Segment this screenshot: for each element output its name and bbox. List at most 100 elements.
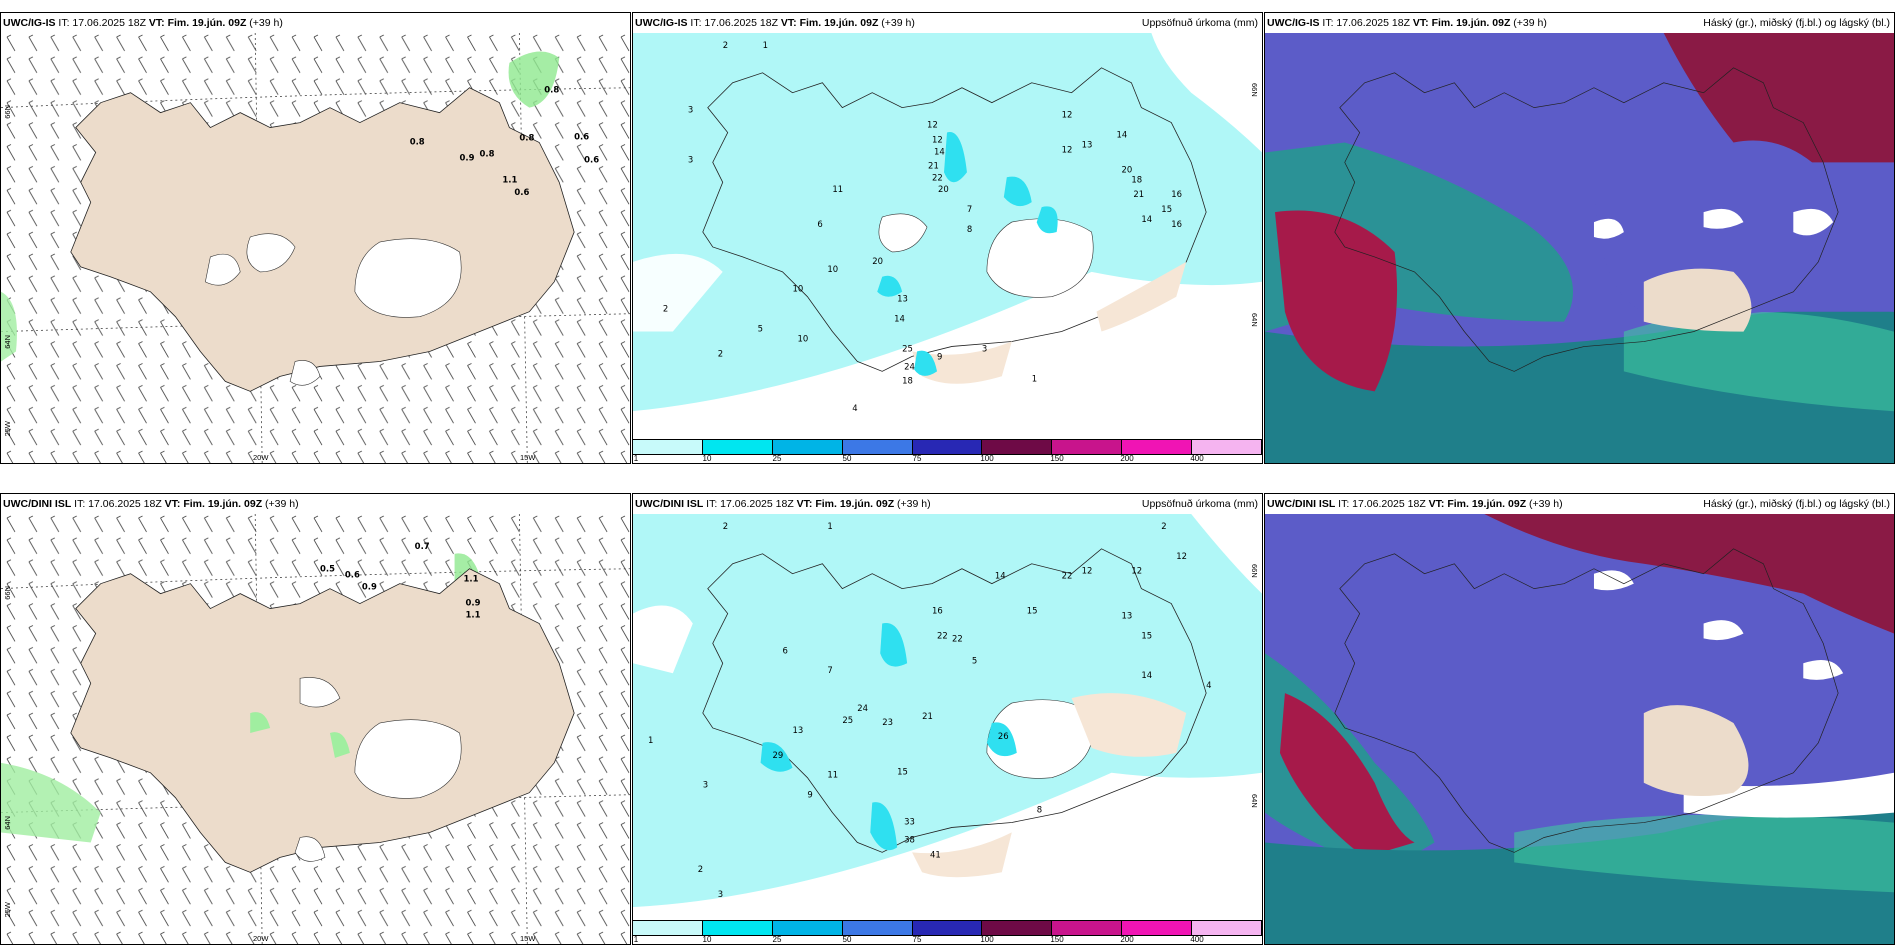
colorbar-label: 150 — [1050, 454, 1064, 463]
lon-label: 25W — [3, 421, 12, 437]
precip-map — [633, 514, 1262, 918]
val: 14 — [894, 314, 905, 324]
colorbar-swatches — [633, 920, 1262, 936]
valid-label: VT: — [1412, 17, 1429, 29]
val: 12 — [1082, 566, 1093, 576]
init-time: IT: 17.06.2025 18Z — [58, 17, 146, 29]
valid-time: Fim. 19.jún. 09Z — [1447, 498, 1527, 510]
colorbar-swatch — [702, 921, 773, 935]
val: 0.8 — [544, 85, 559, 95]
val: 38 — [904, 834, 915, 844]
val: 13 — [1082, 139, 1093, 149]
val: 1.1 — [466, 610, 481, 620]
colorbar-swatch — [1122, 921, 1193, 935]
lat-label: 64N — [3, 335, 12, 349]
val: 3 — [982, 343, 987, 353]
colorbar-label: 1 — [633, 454, 639, 463]
val: 20 — [872, 256, 883, 266]
panel-header: UWC/DINI ISL IT: 17.06.2025 18Z VT: Fim.… — [1265, 494, 1894, 514]
val: 13 — [1121, 610, 1132, 620]
field-title: Uppsöfnuð úrkoma (mm) — [1141, 498, 1258, 510]
lon-label: 15W — [520, 453, 536, 462]
panel-header: UWC/IG-IS IT: 17.06.2025 18Z VT: Fim. 19… — [1265, 13, 1894, 33]
val: 0.8 — [479, 148, 494, 158]
colorbar-swatch — [912, 921, 983, 935]
val: 15 — [1027, 606, 1038, 616]
iceland-land — [70, 568, 575, 873]
val: 9 — [937, 351, 942, 361]
val: 11 — [827, 770, 838, 780]
val: 10 — [792, 284, 803, 294]
colorbar-label: 50 — [842, 935, 852, 944]
val: 11 — [832, 184, 843, 194]
colorbar-swatch — [772, 921, 843, 935]
val: 14 — [934, 146, 945, 156]
colorbar-label: 50 — [842, 454, 852, 463]
val: 2 — [718, 348, 723, 358]
colorbar-label: 400 — [1190, 935, 1204, 944]
val: 9 — [807, 790, 812, 800]
colorbar-swatch — [772, 440, 843, 454]
lon-label: 15W — [520, 934, 536, 943]
val: 18 — [902, 375, 913, 385]
model-name: UWC/DINI ISL — [1267, 498, 1336, 510]
lead-time: (+39 h) — [249, 17, 283, 29]
val: 24 — [857, 703, 868, 713]
iceland-land — [70, 87, 575, 392]
lat-label: 64N — [3, 816, 12, 830]
lon-label: 20W — [253, 453, 269, 462]
val: 1 — [827, 521, 832, 531]
colorbar-swatch — [982, 921, 1053, 935]
colorbar-label: 200 — [1120, 935, 1134, 944]
val: 1.1 — [464, 574, 479, 584]
panel-header: UWC/DINI ISL IT: 17.06.2025 18Z VT: Fim.… — [1, 494, 630, 514]
val: 16 — [932, 606, 943, 616]
colorbar-label: 100 — [980, 454, 994, 463]
val: 0.6 — [574, 132, 589, 142]
panel-ig-cloud: UWC/IG-IS IT: 17.06.2025 18Z VT: Fim. 19… — [1264, 12, 1895, 464]
model-name: UWC/IG-IS — [1267, 17, 1320, 29]
precip-values-layer: 2 1 2 12 12 22 14 15 16 22 22 12 13 15 1… — [648, 521, 1212, 899]
wind-map — [1, 514, 630, 944]
val: 6 — [783, 645, 788, 655]
iceland-coast — [1334, 548, 1839, 853]
val: 3 — [688, 154, 693, 164]
colorbar-label: 1 — [633, 935, 639, 944]
val: 3 — [688, 105, 693, 115]
map-area: 2 1 3 2 3 10 10 11 12 12 14 21 22 20 12 … — [633, 33, 1262, 437]
val: 21 — [928, 160, 939, 170]
val: 14 — [1116, 129, 1127, 139]
val: 5 — [758, 324, 763, 334]
colorbar: 1 10 25 50 75 100 150 200 400 — [633, 918, 1262, 944]
colorbar-swatch — [1052, 440, 1123, 454]
colorbar-swatch — [842, 921, 913, 935]
val: 10 — [827, 264, 838, 274]
val: 8 — [1037, 805, 1042, 815]
colorbar-swatch — [842, 440, 913, 454]
lat-label: 64N — [1250, 313, 1259, 327]
colorbar-swatch — [1122, 440, 1193, 454]
precip-values-layer: 2 1 3 2 3 10 10 11 12 12 14 21 22 20 12 … — [663, 40, 1182, 413]
val: 22 — [937, 630, 948, 640]
val: 20 — [938, 184, 949, 194]
val: 15 — [1161, 204, 1172, 214]
lat-label: 66N — [1250, 83, 1259, 97]
colorbar-swatch — [633, 921, 703, 935]
lon-label: 20W — [253, 934, 269, 943]
val: 0.7 — [415, 541, 430, 551]
cloud-map — [1265, 514, 1894, 944]
val: 0.9 — [466, 598, 481, 608]
panel-ig-wind: UWC/IG-IS IT: 17.06.2025 18Z VT: Fim. 19… — [0, 12, 631, 464]
val: 12 — [932, 134, 943, 144]
panel-header: UWC/DINI ISL IT: 17.06.2025 18Z VT: Fim.… — [633, 494, 1262, 514]
precip-map — [633, 33, 1262, 437]
lat-label: 64N — [1250, 794, 1259, 808]
colorbar-label: 25 — [772, 454, 782, 463]
colorbar-swatch — [633, 440, 703, 454]
val: 22 — [932, 172, 943, 182]
model-name: UWC/DINI ISL — [635, 498, 704, 510]
val: 22 — [952, 633, 963, 643]
lon-label: 25W — [3, 902, 12, 918]
val: 7 — [967, 204, 972, 214]
val: 16 — [1171, 189, 1182, 199]
